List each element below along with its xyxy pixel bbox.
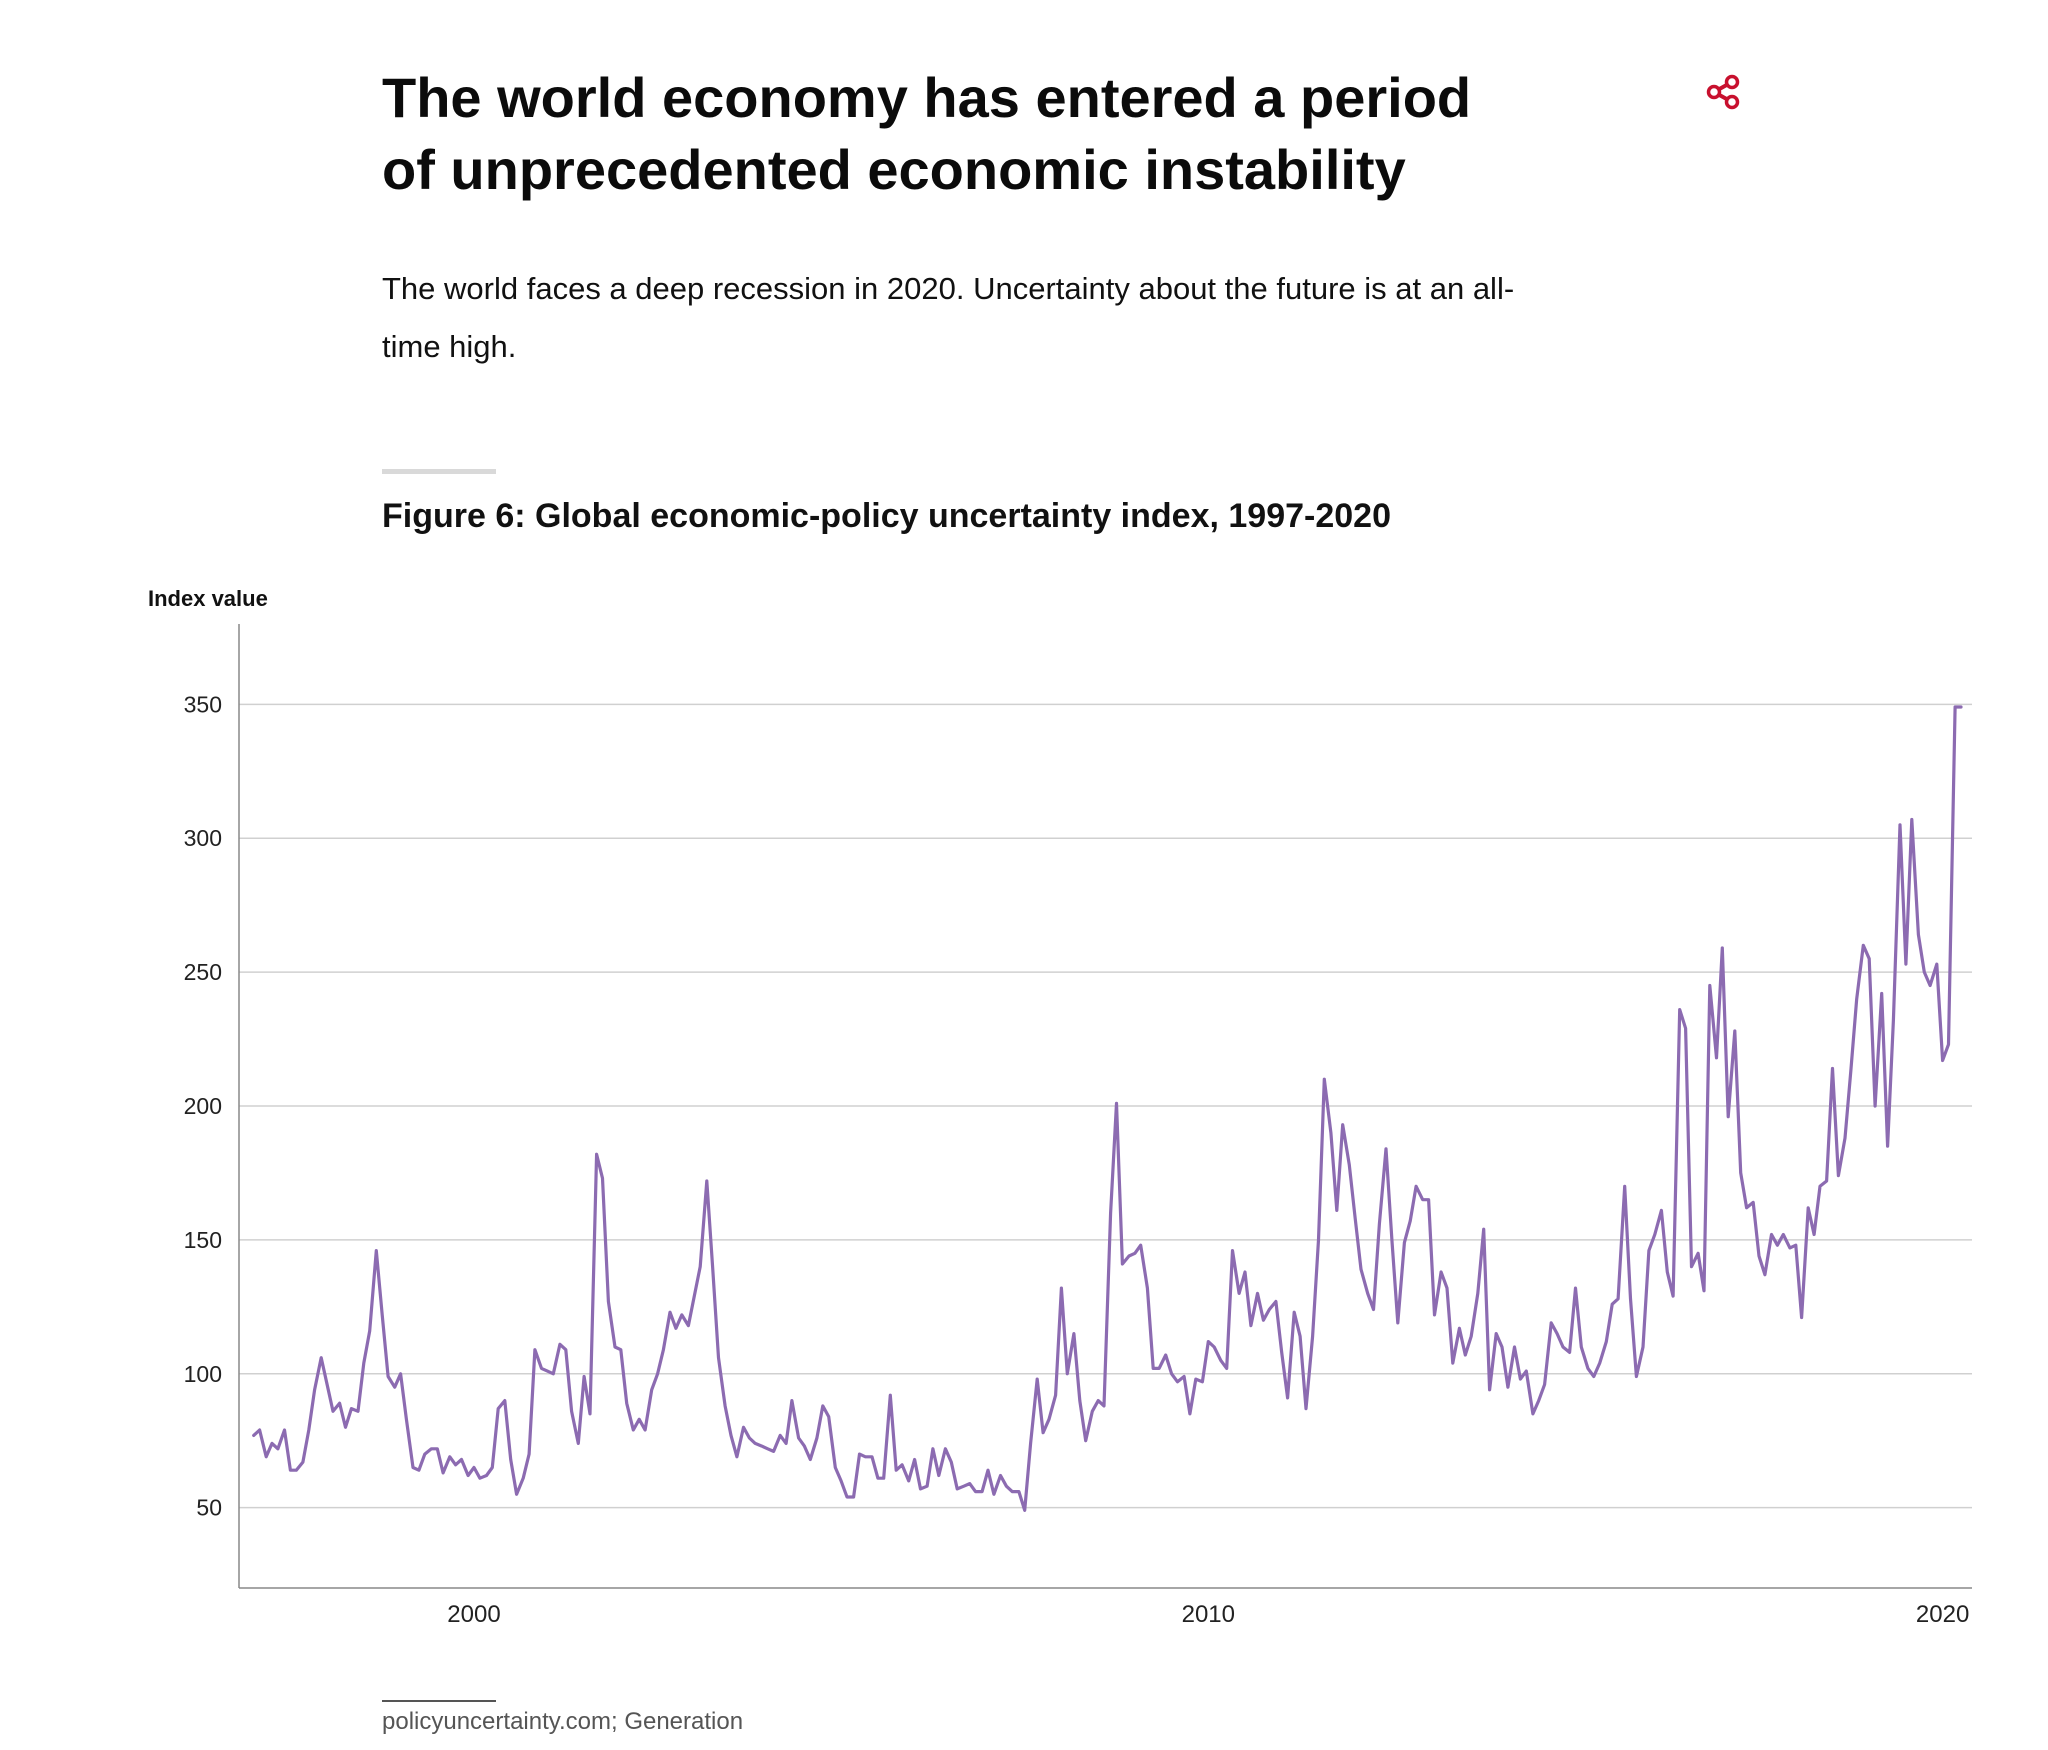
y-axis-title: Index value bbox=[148, 586, 268, 611]
y-tick-label: 300 bbox=[184, 825, 222, 851]
series-line-0 bbox=[252, 705, 1963, 1512]
y-tick-label: 200 bbox=[184, 1093, 222, 1119]
source-note: policyuncertainty.com; Generation bbox=[382, 1708, 744, 1735]
x-tick-label: 2000 bbox=[447, 1601, 500, 1628]
x-tick-label: 2020 bbox=[1916, 1601, 1969, 1628]
x-axis-ticks: 2000 2010 2020 bbox=[447, 1601, 1969, 1628]
page-title: The world economy has entered a period o… bbox=[382, 66, 1472, 201]
share-icon bbox=[1706, 74, 1740, 110]
data-series bbox=[252, 705, 1963, 1512]
gridlines bbox=[239, 703, 1972, 1509]
y-tick-label: 250 bbox=[184, 959, 222, 985]
share-button[interactable] bbox=[1706, 74, 1742, 110]
figure-title: Figure 6: Global economic-policy uncerta… bbox=[382, 497, 1391, 535]
y-tick-label: 50 bbox=[196, 1495, 222, 1521]
y-axis-ticks: 50 100 150 200 250 300 350 bbox=[184, 691, 222, 1520]
x-tick-label: 2010 bbox=[1182, 1601, 1235, 1628]
y-tick-label: 350 bbox=[184, 691, 222, 717]
source-divider bbox=[382, 1700, 496, 1702]
lead-paragraph: The world faces a deep recession in 2020… bbox=[382, 271, 1515, 364]
figure-divider bbox=[382, 469, 496, 474]
y-tick-label: 150 bbox=[184, 1227, 222, 1253]
y-tick-label: 100 bbox=[184, 1361, 222, 1387]
line-chart: 50 100 150 200 250 300 350 2000 2010 2020 bbox=[184, 624, 1972, 1628]
